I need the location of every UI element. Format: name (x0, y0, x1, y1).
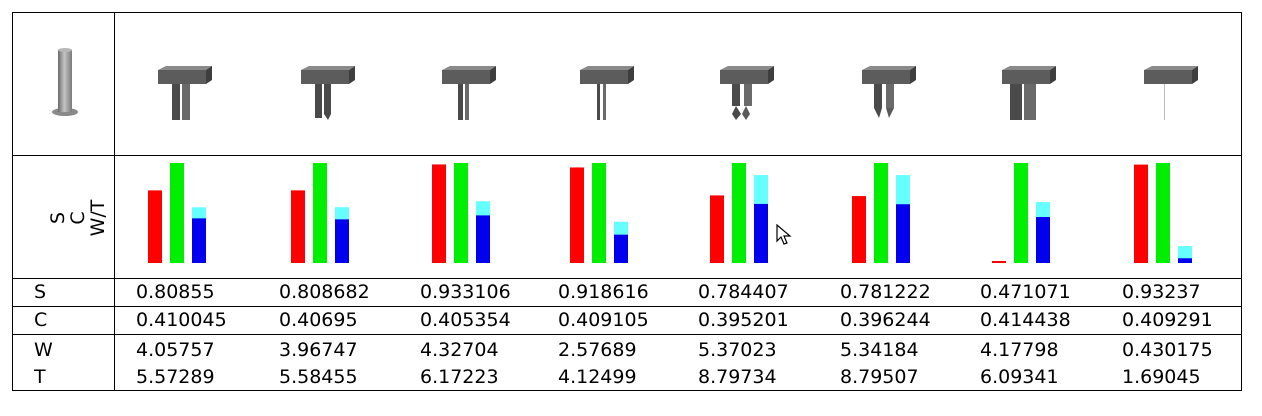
metric-chart-col-5 (710, 163, 768, 263)
c-bar-col-7 (1014, 163, 1028, 263)
value-w-col-1: 4.05757 (136, 339, 215, 361)
results-table (12, 12, 1242, 391)
s-bar-col-8 (1134, 164, 1148, 263)
c-bar-col-2 (313, 163, 327, 263)
value-t-col-8: 1.69045 (1122, 366, 1201, 388)
gripper-image-col-6 (862, 66, 916, 118)
w-bar-col-2 (335, 219, 349, 263)
value-s-col-7: 0.471071 (980, 281, 1071, 303)
metric-chart-col-1 (148, 163, 206, 263)
gripper-image-col-1 (158, 66, 212, 120)
c-bar-col-6 (874, 163, 888, 263)
value-t-col-5: 8.79734 (698, 366, 777, 388)
w-bar-col-5 (754, 203, 768, 263)
value-c-col-1: 0.410045 (136, 309, 227, 331)
row-label-c: C (34, 309, 48, 331)
label-column-divider (114, 12, 115, 391)
w-bar-col-8 (1178, 258, 1192, 263)
metric-chart-col-4 (570, 163, 628, 263)
value-w-col-4: 2.57689 (558, 339, 637, 361)
gripper-image-col-4 (580, 66, 634, 120)
value-c-col-2: 0.40695 (279, 309, 358, 331)
metric-chart-col-3 (432, 163, 490, 263)
row-label-t: T (34, 366, 46, 388)
s-bar-col-6 (852, 196, 866, 263)
gripper-image-col-7 (1002, 66, 1056, 120)
value-s-col-1: 0.80855 (136, 281, 215, 303)
cylinder-reference-image (52, 48, 78, 116)
s-bar-col-7 (992, 261, 1006, 263)
w-bar-col-6 (896, 204, 910, 263)
value-s-col-8: 0.93237 (1122, 281, 1201, 303)
row-label-w: W (34, 339, 53, 361)
value-t-col-2: 5.58455 (279, 366, 358, 388)
value-w-col-3: 4.32704 (420, 339, 499, 361)
metric-chart-col-7 (992, 163, 1050, 263)
value-t-col-3: 6.17223 (420, 366, 499, 388)
axis-label-wt: W/T (87, 199, 109, 237)
value-t-col-7: 6.09341 (980, 366, 1059, 388)
value-s-col-5: 0.784407 (698, 281, 789, 303)
value-w-col-6: 5.34184 (840, 339, 919, 361)
row-divider-images (12, 155, 1242, 156)
metric-chart-col-2 (291, 163, 349, 263)
s-bar-col-2 (291, 190, 305, 263)
w-bar-col-1 (192, 218, 206, 263)
axis-label-s: S (47, 211, 69, 225)
row-label-s: S (34, 281, 47, 303)
value-w-col-8: 0.430175 (1122, 339, 1213, 361)
row-divider-s (12, 306, 1242, 307)
value-s-col-3: 0.933106 (420, 281, 511, 303)
value-c-col-8: 0.409291 (1122, 309, 1213, 331)
value-c-col-7: 0.414438 (980, 309, 1071, 331)
c-bar-col-1 (170, 163, 184, 263)
value-t-col-6: 8.79507 (840, 366, 919, 388)
value-t-col-1: 5.57289 (136, 366, 215, 388)
row-divider-charts (12, 278, 1242, 279)
w-bar-col-3 (476, 215, 490, 263)
value-c-col-3: 0.405354 (420, 309, 511, 331)
value-t-col-4: 4.12499 (558, 366, 637, 388)
value-w-col-7: 4.17798 (980, 339, 1059, 361)
gripper-image-col-3 (442, 66, 496, 120)
s-bar-col-4 (570, 167, 584, 263)
chart-axis-labels: S C W/T (46, 153, 110, 283)
w-bar-col-7 (1036, 217, 1050, 263)
gripper-image-col-2 (301, 66, 355, 120)
c-bar-col-8 (1156, 163, 1170, 263)
value-s-col-4: 0.918616 (558, 281, 649, 303)
metric-chart-col-6 (852, 163, 910, 263)
w-bar-col-4 (614, 234, 628, 263)
value-c-col-6: 0.396244 (840, 309, 931, 331)
c-bar-col-3 (454, 163, 468, 263)
value-s-col-2: 0.808682 (279, 281, 370, 303)
s-bar-col-5 (710, 195, 724, 263)
mouse-pointer-icon (776, 224, 792, 245)
gripper-image-col-8 (1144, 66, 1198, 120)
value-w-col-2: 3.96747 (279, 339, 358, 361)
s-bar-col-3 (432, 164, 446, 263)
value-c-col-5: 0.395201 (698, 309, 789, 331)
metric-chart-col-8 (1134, 163, 1192, 263)
c-bar-col-5 (732, 163, 746, 263)
gripper-image-col-5 (720, 66, 774, 120)
row-divider-c (12, 334, 1242, 335)
axis-label-c: C (67, 211, 89, 225)
s-bar-col-1 (148, 190, 162, 263)
value-s-col-6: 0.781222 (840, 281, 931, 303)
c-bar-col-4 (592, 163, 606, 263)
value-c-col-4: 0.409105 (558, 309, 649, 331)
value-w-col-5: 5.37023 (698, 339, 777, 361)
